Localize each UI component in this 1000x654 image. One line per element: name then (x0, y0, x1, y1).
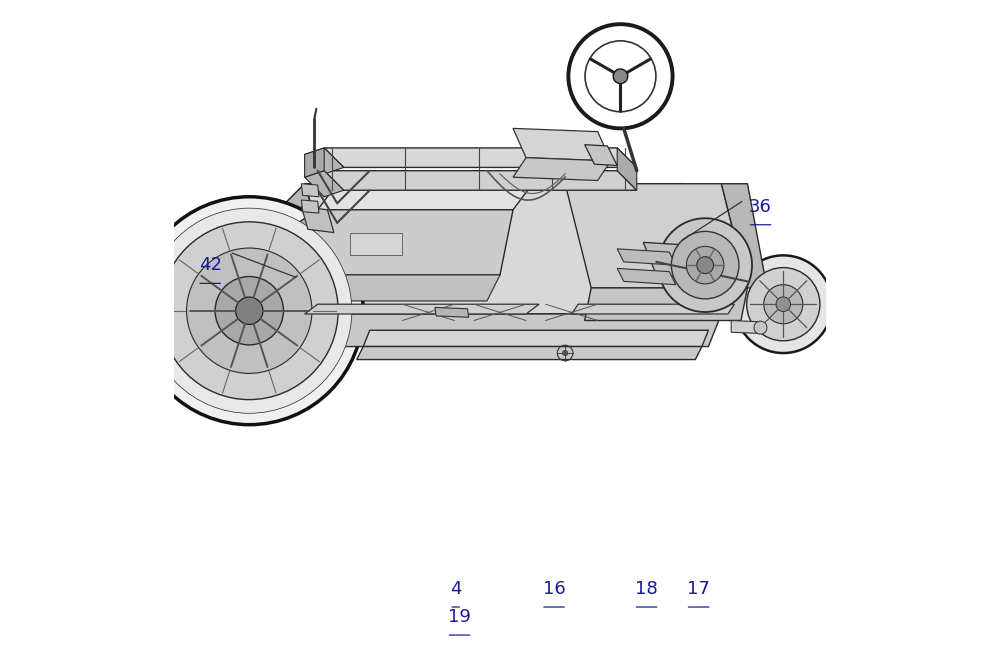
Text: 17: 17 (687, 580, 710, 598)
Circle shape (147, 208, 352, 413)
Polygon shape (305, 148, 324, 177)
Polygon shape (279, 184, 344, 340)
Polygon shape (305, 171, 344, 197)
Circle shape (658, 218, 752, 312)
Circle shape (613, 69, 628, 84)
Polygon shape (585, 145, 617, 165)
Circle shape (215, 277, 283, 345)
Polygon shape (435, 307, 469, 317)
Polygon shape (305, 184, 721, 314)
Polygon shape (292, 275, 500, 301)
Polygon shape (617, 249, 676, 265)
Polygon shape (301, 207, 334, 233)
Polygon shape (305, 148, 344, 174)
Text: 16: 16 (543, 580, 565, 598)
Polygon shape (324, 171, 637, 190)
Circle shape (563, 351, 568, 356)
Polygon shape (513, 158, 611, 181)
Polygon shape (731, 320, 760, 334)
Polygon shape (721, 184, 767, 288)
Polygon shape (324, 148, 637, 167)
Polygon shape (266, 210, 318, 301)
Circle shape (697, 256, 714, 273)
Text: 36: 36 (749, 198, 772, 216)
Polygon shape (617, 268, 676, 284)
Circle shape (747, 267, 820, 341)
Polygon shape (305, 304, 539, 314)
Circle shape (236, 297, 263, 324)
Circle shape (776, 297, 791, 311)
Polygon shape (585, 288, 747, 320)
Circle shape (754, 321, 767, 334)
Text: 19: 19 (448, 608, 471, 626)
Polygon shape (318, 184, 533, 210)
Circle shape (734, 255, 832, 353)
Circle shape (671, 232, 739, 299)
Polygon shape (301, 200, 319, 213)
Polygon shape (301, 184, 319, 197)
Circle shape (686, 247, 724, 284)
Polygon shape (513, 128, 611, 161)
Text: 18: 18 (635, 580, 658, 598)
Circle shape (160, 222, 338, 400)
Circle shape (187, 248, 312, 373)
Circle shape (764, 284, 803, 324)
Polygon shape (643, 243, 708, 278)
Polygon shape (363, 330, 708, 347)
Polygon shape (357, 347, 702, 360)
Polygon shape (331, 314, 721, 347)
Text: 4: 4 (450, 580, 461, 598)
Circle shape (135, 197, 363, 424)
Text: 42: 42 (199, 256, 222, 274)
Polygon shape (617, 148, 637, 190)
Polygon shape (565, 184, 747, 288)
Polygon shape (572, 304, 734, 314)
Polygon shape (305, 210, 513, 275)
Bar (350, 233, 402, 255)
